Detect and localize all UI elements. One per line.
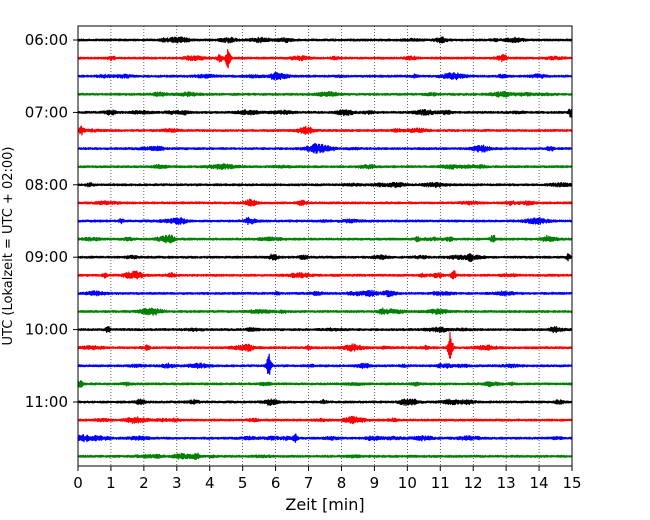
x-tick-label: 4 <box>205 474 215 492</box>
seismic-trace <box>77 142 573 155</box>
seismic-trace <box>77 36 573 44</box>
x-axis-label: Zeit [min] <box>285 495 364 514</box>
seismic-trace <box>77 71 573 81</box>
seismic-trace <box>77 415 573 425</box>
y-tick-label: 07:00 <box>25 103 68 121</box>
seismic-trace <box>77 452 573 461</box>
x-tick-label: 11 <box>431 474 450 492</box>
x-tick-label: 14 <box>530 474 549 492</box>
seismic-trace <box>77 253 573 263</box>
x-tick-label: 12 <box>464 474 483 492</box>
y-tick-label: 06:00 <box>25 31 68 49</box>
seismic-trace <box>77 48 573 69</box>
x-tick-label: 10 <box>398 474 417 492</box>
x-tick-label: 7 <box>304 474 314 492</box>
seismic-traces <box>77 36 573 461</box>
x-tick-label: 8 <box>337 474 347 492</box>
seismic-trace <box>77 307 573 316</box>
seismic-trace <box>77 380 573 388</box>
seismic-trace <box>77 234 573 244</box>
x-tick-label: 1 <box>106 474 116 492</box>
x-axis-ticks: 0 1 2 3 4 5 6 7 8 9 10 11 12 13 14 15 <box>73 466 582 492</box>
x-tick-label: 6 <box>271 474 281 492</box>
seismic-trace <box>77 163 573 170</box>
seismic-trace <box>77 331 573 359</box>
seismic-trace <box>77 270 573 280</box>
seismic-trace <box>77 353 573 375</box>
x-tick-label: 9 <box>370 474 380 492</box>
x-tick-label: 2 <box>139 474 149 492</box>
y-tick-label: 10:00 <box>25 321 68 339</box>
y-axis-ticks: 06:00 07:00 08:00 09:00 10:00 11:00 <box>25 31 78 411</box>
x-tick-label: 5 <box>238 474 248 492</box>
seismic-trace <box>77 198 573 207</box>
grid-lines <box>110 26 540 466</box>
x-tick-label: 13 <box>497 474 516 492</box>
x-tick-label: 0 <box>73 474 83 492</box>
seismic-trace <box>77 108 573 118</box>
y-tick-label: 09:00 <box>25 248 68 266</box>
x-tick-label: 3 <box>172 474 182 492</box>
y-tick-label: 08:00 <box>25 176 68 194</box>
y-tick-label: 11:00 <box>25 393 68 411</box>
seismic-trace <box>77 125 573 136</box>
y-axis-label: UTC (Lokalzeit = UTC + 02:00) <box>1 147 16 346</box>
seismic-trace <box>77 325 573 334</box>
seismic-trace <box>77 398 573 407</box>
seismic-trace <box>77 216 573 226</box>
seismic-trace <box>77 289 573 298</box>
seismic-trace <box>77 433 573 443</box>
seismic-trace <box>77 181 573 189</box>
x-tick-label: 15 <box>562 474 581 492</box>
plot-frame <box>77 25 573 467</box>
seismic-trace <box>77 90 573 98</box>
